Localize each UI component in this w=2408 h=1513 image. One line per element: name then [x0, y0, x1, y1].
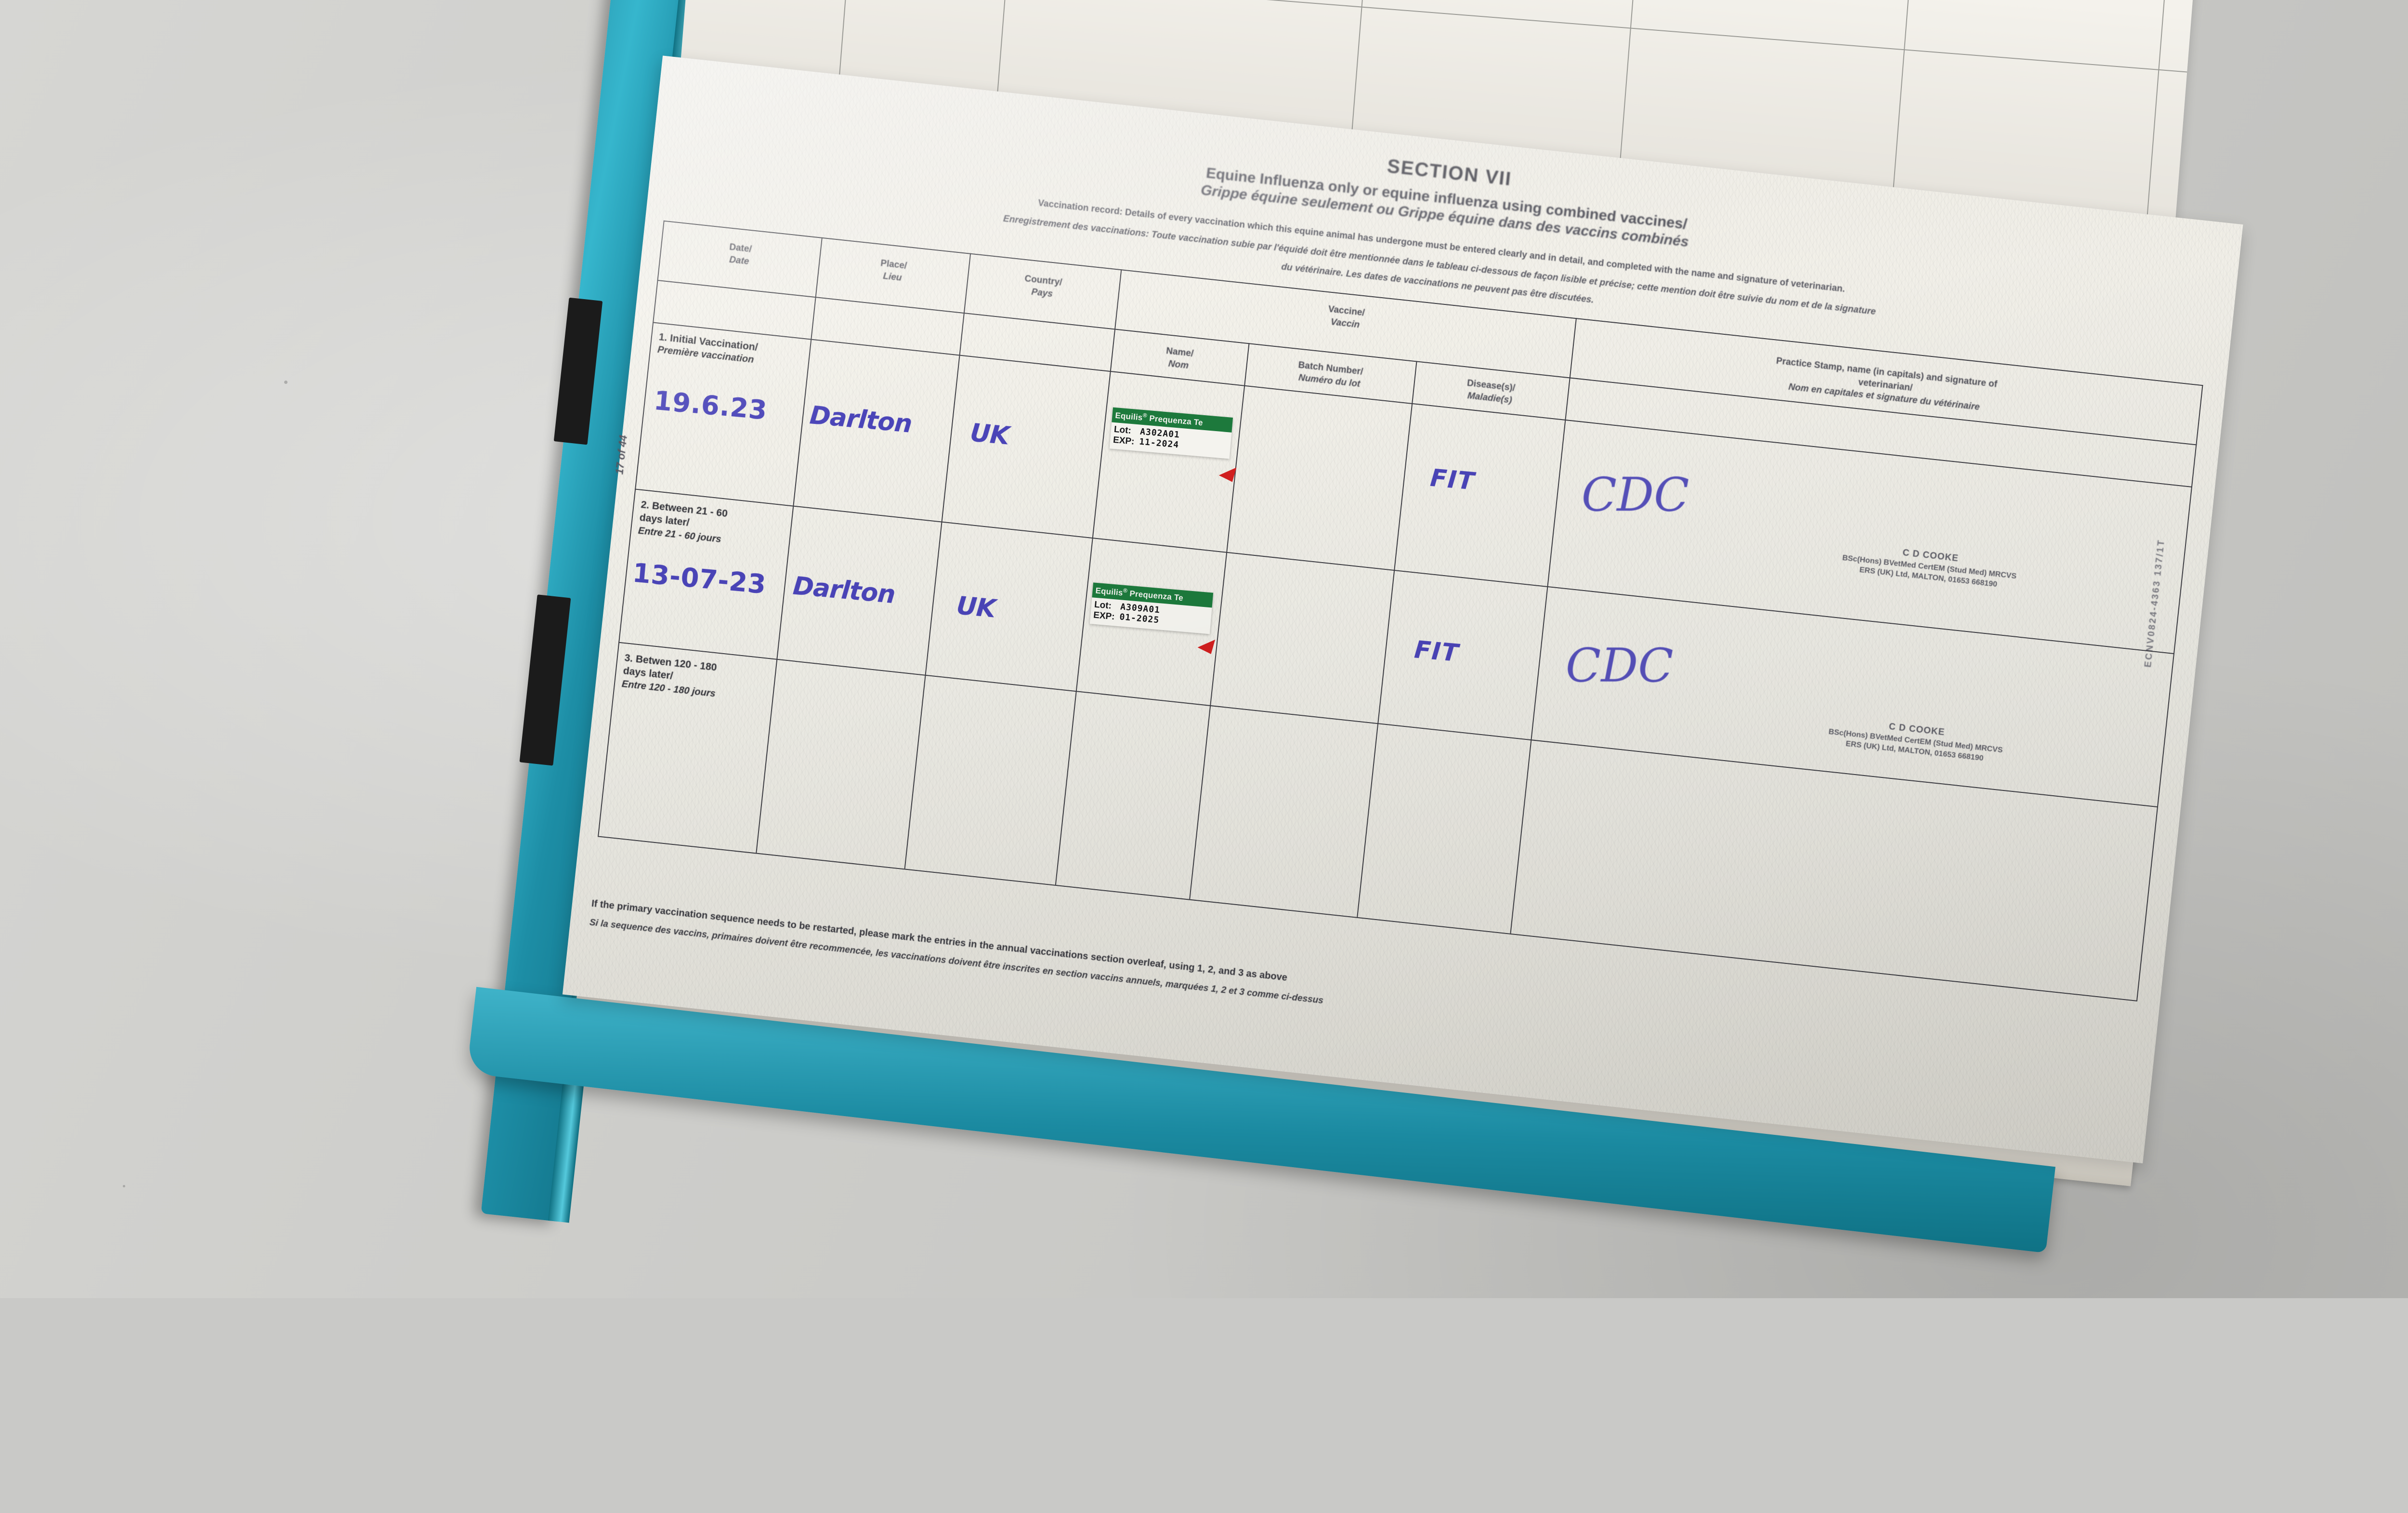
screenshot-canvas: 17 of 44 ECNV0824-4363 137/1T SECTION VI… [0, 0, 2408, 1298]
paper-sheen [562, 55, 2243, 1164]
vaccination-record-page: 17 of 44 ECNV0824-4363 137/1T SECTION VI… [562, 55, 2243, 1164]
ring-binder: 17 of 44 ECNV0824-4363 137/1T SECTION VI… [466, 0, 2408, 1513]
desk-speck [123, 1185, 125, 1187]
desk-speck [284, 381, 288, 384]
